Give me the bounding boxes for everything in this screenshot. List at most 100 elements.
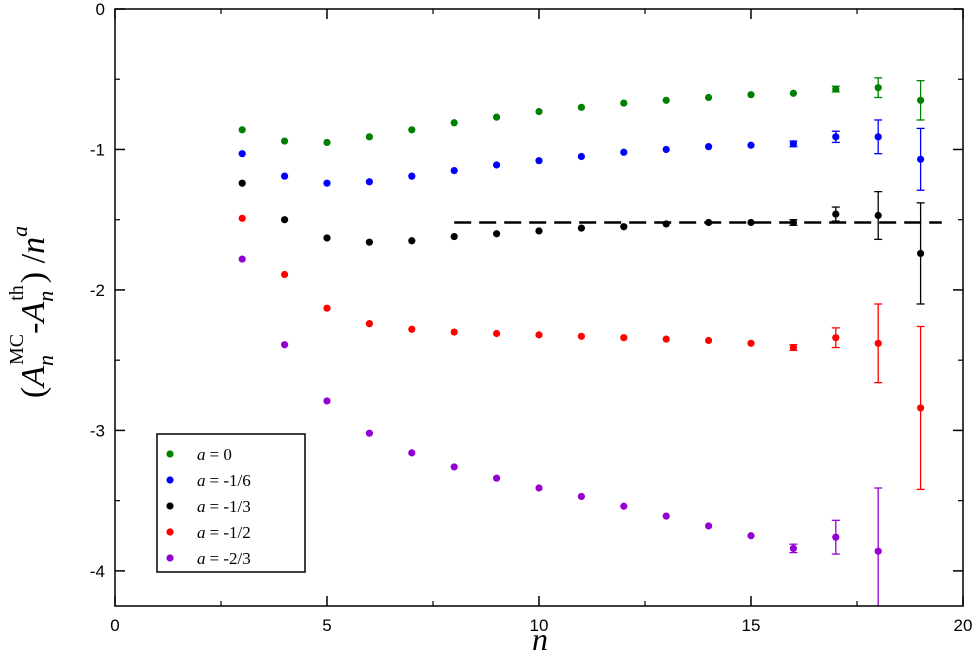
data-point <box>408 449 416 457</box>
data-point <box>620 334 628 342</box>
data-point <box>789 343 798 352</box>
legend-box <box>156 433 306 573</box>
legend-label-var: a <box>197 497 206 516</box>
data-point <box>747 532 755 540</box>
data-point <box>874 211 882 220</box>
legend-label: a = -1/6 <box>197 471 251 490</box>
data-point <box>917 96 925 104</box>
x-tick-label: 0 <box>110 616 119 635</box>
data-point <box>662 512 670 520</box>
data-point <box>874 339 882 347</box>
y-title-a2-sup: th <box>6 285 28 301</box>
data-point <box>917 155 925 163</box>
data-point <box>917 404 925 412</box>
y-tick-label: -2 <box>90 281 105 300</box>
data-point <box>323 234 331 242</box>
legend-marker <box>166 528 174 536</box>
data-point <box>917 249 925 258</box>
data-point <box>620 223 628 231</box>
data-point <box>535 227 543 235</box>
legend-label: a = -1/2 <box>197 523 251 542</box>
data-point <box>365 429 373 437</box>
data-point <box>789 218 798 227</box>
y-title-a1-sup: MC <box>6 334 28 365</box>
data-point <box>323 397 331 405</box>
data-point <box>238 150 246 158</box>
data-point <box>577 332 586 340</box>
data-point <box>662 335 670 343</box>
legend-label-var: a <box>197 523 206 542</box>
data-layer <box>238 77 942 606</box>
data-point <box>535 157 543 165</box>
data-point <box>874 133 882 141</box>
data-point <box>705 218 713 227</box>
x-tick-label: 10 <box>530 616 549 635</box>
data-point <box>789 544 798 553</box>
y-title-n: n <box>15 237 52 254</box>
series-2 <box>238 179 925 305</box>
legend-label-var: a <box>197 549 206 568</box>
legend-label: a = 0 <box>197 445 232 464</box>
series-3 <box>238 214 925 491</box>
y-title-a2-sub: n <box>33 291 58 302</box>
data-point <box>238 126 246 134</box>
data-point <box>832 210 840 218</box>
data-point <box>408 172 416 180</box>
data-point <box>323 138 331 147</box>
data-point <box>662 145 670 154</box>
x-tick-label: 5 <box>322 616 331 635</box>
data-point <box>747 339 755 347</box>
data-point <box>281 270 289 279</box>
y-axis-title: (AnMC-Anth) /na <box>6 226 58 398</box>
data-point <box>238 255 246 263</box>
data-point <box>747 91 755 99</box>
data-point <box>450 232 458 241</box>
data-point <box>705 93 713 102</box>
data-point <box>577 103 586 111</box>
data-point <box>450 119 458 127</box>
data-point <box>408 237 416 245</box>
data-point <box>535 484 543 492</box>
data-point <box>705 143 713 151</box>
legend: a = 0a = -1/6a = -1/3a = -1/2a = -2/3 <box>156 433 306 573</box>
data-point <box>450 463 458 471</box>
y-title-minus: - <box>15 323 52 334</box>
data-point <box>365 133 373 141</box>
data-point <box>747 218 755 227</box>
data-point <box>620 502 628 510</box>
data-point <box>832 133 840 141</box>
data-point <box>238 214 246 222</box>
data-point <box>493 474 501 482</box>
axis-layer: 0 5 10 15 20 0 -1 -2 -3 -4 <box>90 0 973 635</box>
legend-label: a = -1/3 <box>197 497 251 516</box>
legend-label-value: = -1/2 <box>210 523 251 542</box>
data-point <box>450 328 458 336</box>
y-tick-label: -3 <box>90 421 105 440</box>
legend-label-var: a <box>197 471 206 490</box>
legend-label-var: a <box>197 445 206 464</box>
y-title-close: ) / <box>15 253 52 283</box>
data-point <box>705 522 713 530</box>
data-point <box>832 334 840 342</box>
legend-label-value: = -1/3 <box>210 497 251 516</box>
data-point <box>323 179 331 187</box>
data-point <box>493 113 501 121</box>
data-point <box>535 331 543 339</box>
data-point <box>577 224 586 232</box>
data-point <box>577 152 586 161</box>
data-point <box>281 172 289 180</box>
x-tick-label: 15 <box>742 616 761 635</box>
series-1 <box>238 119 925 191</box>
x-tick-label: 20 <box>954 616 973 635</box>
data-point <box>874 547 882 555</box>
legend-label-value: = -2/3 <box>210 549 251 568</box>
y-title-a2: A <box>15 302 52 325</box>
legend-marker <box>166 476 174 484</box>
y-tick-label: -4 <box>90 562 105 581</box>
data-point <box>535 107 543 116</box>
series-4 <box>238 255 883 606</box>
data-point <box>238 179 246 187</box>
data-point <box>662 96 670 104</box>
data-point <box>832 85 840 93</box>
